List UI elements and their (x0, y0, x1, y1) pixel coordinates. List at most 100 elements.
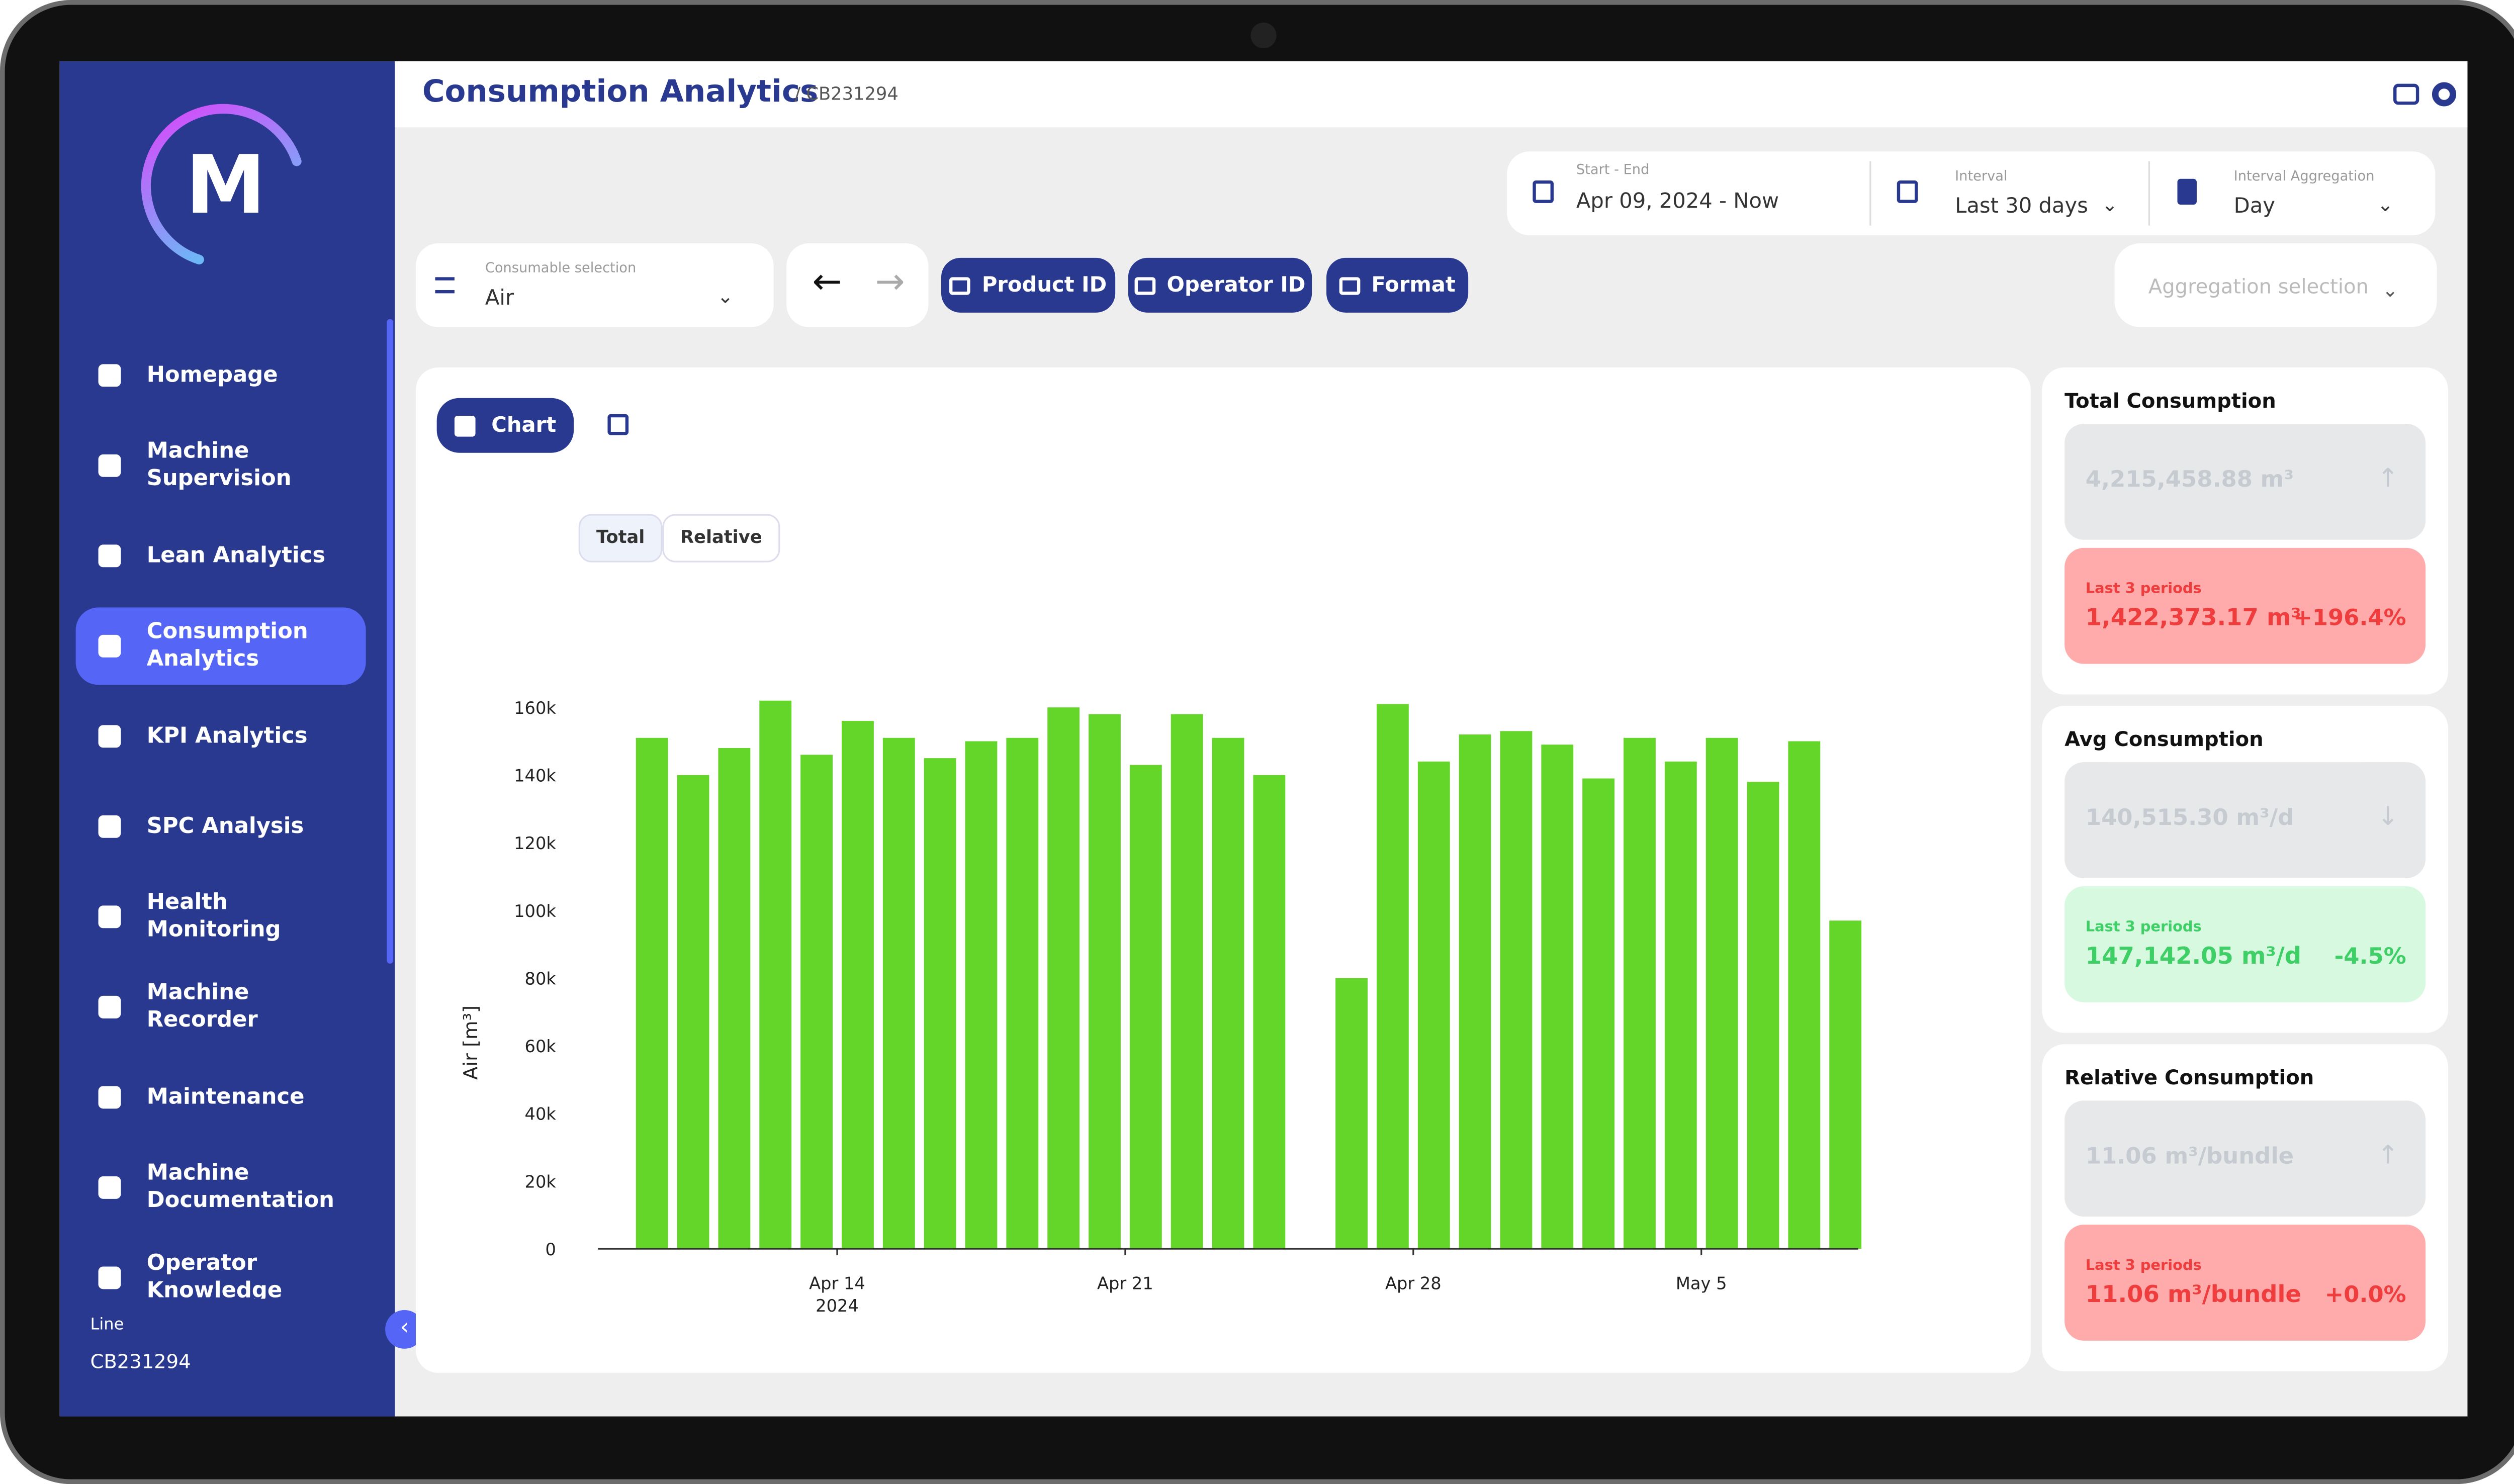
chart-tab[interactable]: Chart (436, 398, 574, 453)
nav-item[interactable]: Machine Supervision (76, 427, 366, 504)
settings-icon[interactable] (2432, 82, 2457, 107)
nav-icon (98, 995, 121, 1018)
sidebar: M Homepage Machine Supervision Lean Analyt… (59, 61, 395, 1417)
period-value: 11.06 m³/bundle (2085, 1282, 2301, 1309)
divider (2148, 161, 2150, 226)
kpi-card: Avg Consumption 140,515.30 m³/d ↓ Last 3 pe… (2042, 705, 2449, 1033)
bar (718, 748, 751, 1249)
nav-item[interactable]: Lean Analytics (76, 517, 366, 595)
filter-value: Air (485, 287, 514, 311)
camera (1250, 22, 1277, 49)
nav-label: SPC Analysis (146, 813, 304, 839)
bar (1047, 707, 1080, 1249)
filter-button[interactable]: Product ID (941, 257, 1116, 313)
filter-value[interactable]: Last 30 days (1955, 195, 2088, 219)
nav-icon (98, 815, 121, 838)
line-value: CB231294 (90, 1350, 191, 1373)
trend-arrow: ↑ (2377, 462, 2399, 493)
logout-icon[interactable] (2393, 83, 2419, 105)
nav-label: Operator Knowledge (146, 1250, 283, 1299)
nav-item[interactable]: Homepage (76, 337, 366, 414)
kpi-period-box: Last 3 periods 1,422,373.17 m³ +196.4% (2064, 547, 2426, 664)
filter-button[interactable]: Format (1326, 257, 1469, 313)
filter-label: Interval Aggregation (2233, 169, 2375, 186)
divider (1869, 161, 1871, 226)
nav-item[interactable]: Consumption Analytics (75, 607, 366, 685)
chevron: ⌄ (2382, 279, 2398, 302)
total-relative-toggle: Total Relative (578, 514, 780, 563)
filter-button[interactable]: Operator ID (1128, 257, 1312, 313)
y-tick-label: 0 (545, 1240, 556, 1259)
bar (1129, 765, 1162, 1249)
nav-item[interactable]: Machine Documentation (76, 1149, 366, 1226)
nav-item[interactable]: Maintenance (76, 1059, 366, 1136)
filter-value[interactable]: Day (2233, 195, 2275, 219)
nav-list: Homepage Machine Supervision Lean Analytic… (60, 61, 395, 1299)
kpi-title: Total Consumption (2064, 388, 2276, 413)
toggle-option[interactable]: Total (578, 514, 663, 563)
bar (1335, 978, 1368, 1249)
y-tick-label: 60k (525, 1037, 557, 1056)
nav-label: KPI Analytics (146, 722, 308, 749)
kpi-title: Relative Consumption (2064, 1065, 2314, 1089)
toggle-option[interactable]: Relative (662, 514, 780, 563)
nav-icon (98, 544, 121, 568)
nav-item[interactable]: Operator Knowledge (76, 1239, 366, 1299)
nav-item[interactable]: SPC Analysis (76, 788, 366, 865)
trend-arrow: ↑ (2377, 1139, 2399, 1170)
chart: Air [m³] 0 20k 40k 60k 80k 100k 120k 140k 160k Apr… (460, 698, 1862, 1316)
kpi-period-box: Last 3 periods 11.06 m³/bundle +0.0% (2064, 1225, 2426, 1341)
kpi-period-box: Last 3 periods 147,142.05 m³/d -4.5% (2064, 886, 2426, 1002)
page-title: Consumption Analytics (422, 74, 819, 110)
kpi-title: Avg Consumption (2064, 726, 2264, 751)
nav-label: Health Monitoring (146, 889, 281, 943)
button-label: Format (1371, 273, 1456, 298)
bar (1541, 745, 1574, 1249)
breadcrumb: / CB231294 (794, 83, 899, 105)
bar (1664, 761, 1697, 1249)
y-tick-label: 20k (525, 1172, 557, 1191)
nav-arrows: ← → (786, 243, 929, 327)
x-year-label: 2024 (816, 1296, 859, 1316)
kpi-value-box: 140,515.30 m³/d ↓ (2064, 762, 2426, 878)
bar (800, 755, 833, 1249)
filter-label: Interval (1955, 169, 2008, 186)
logo: M (141, 104, 302, 265)
nav-icon (98, 725, 121, 748)
y-axis-label: Air [m³] (460, 1005, 482, 1080)
select-icon (435, 277, 455, 294)
filter-label: Consumable selection (485, 261, 637, 277)
aggregation-select[interactable]: Aggregation selection ⌄ (2114, 243, 2437, 327)
nav-icon (98, 1176, 121, 1199)
placeholder: Aggregation selection (2148, 273, 2369, 298)
kpi-value: 4,215,458.88 m³ (2085, 467, 2294, 493)
bar (841, 721, 874, 1249)
period-label: Last 3 periods (2085, 582, 2202, 598)
line-label: Line (90, 1316, 124, 1335)
next-arrow[interactable]: → (875, 262, 905, 303)
prev-arrow[interactable]: ← (812, 262, 842, 303)
period-change: +0.0% (2324, 1282, 2406, 1309)
clipboard-icon (2177, 178, 2197, 205)
date-filters: Start - End Apr 09, 2024 - Now Interval … (1507, 151, 2436, 235)
table-tab[interactable] (607, 414, 629, 435)
consumable-select[interactable]: Consumable selection Air ⌄ (415, 243, 774, 327)
filter-value[interactable]: Apr 09, 2024 - Now (1576, 190, 1779, 215)
kpi-value: 11.06 m³/bundle (2085, 1144, 2294, 1170)
screen: M Homepage Machine Supervision Lean Analyt… (59, 61, 2468, 1417)
button-icon (1339, 276, 1360, 294)
y-tick-label: 160k (514, 698, 556, 718)
nav-item[interactable]: Machine Recorder (76, 968, 366, 1046)
nav-icon (98, 905, 121, 929)
y-tick-label: 100k (514, 901, 556, 921)
kpi-value-box: 4,215,458.88 m³ ↑ (2064, 424, 2426, 540)
chart-card: Chart Total Relative Air [m³] 0 20k 40k 60k 80… (415, 367, 2031, 1373)
button-icon (1134, 276, 1156, 294)
bar (1747, 782, 1779, 1249)
nav-item[interactable]: Health Monitoring (76, 878, 366, 956)
nav-icon (98, 364, 121, 387)
nav-item[interactable]: KPI Analytics (76, 698, 366, 775)
bar (1624, 737, 1656, 1249)
y-tick-label: 40k (525, 1104, 557, 1124)
